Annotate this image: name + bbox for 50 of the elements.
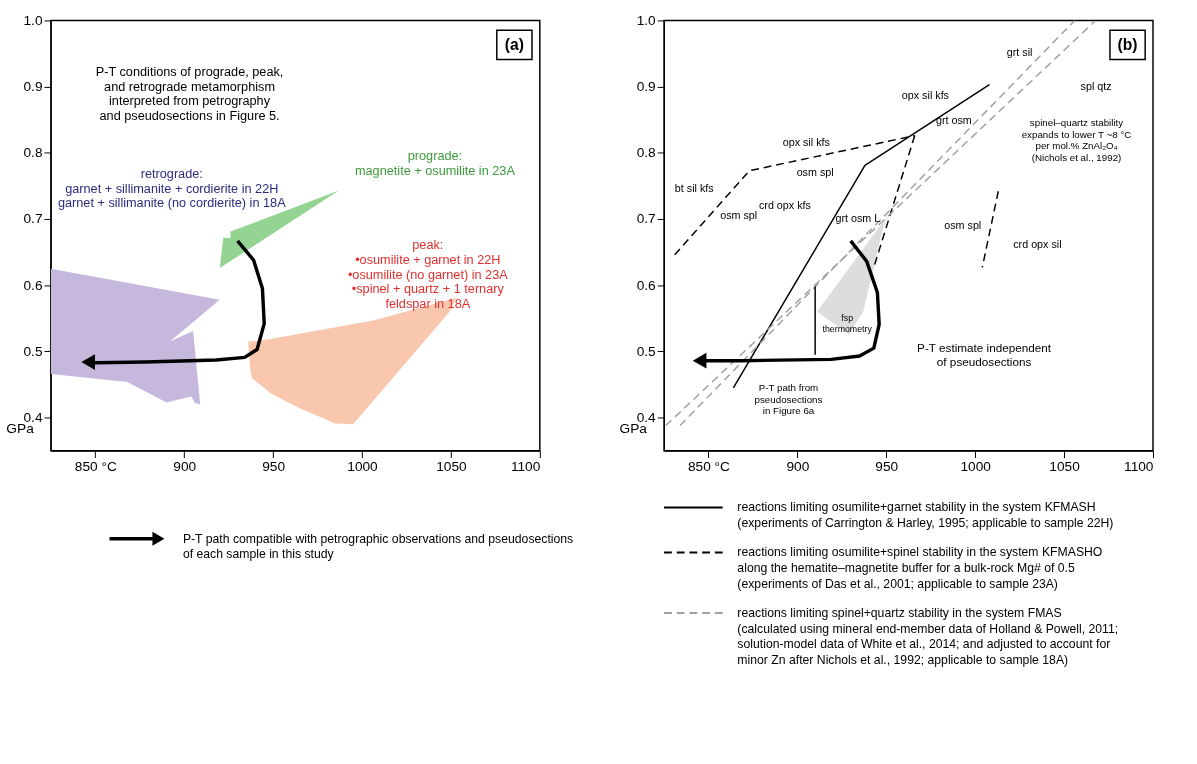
text: (a) <box>504 35 524 53</box>
annotation: crd opx sil <box>1013 238 1062 251</box>
x-tick-label: 850 °C <box>74 458 117 474</box>
annotation: osm spl <box>720 208 758 221</box>
y-tick-label: 1.0 <box>636 12 657 28</box>
y-tick-label: 0.6 <box>636 277 657 293</box>
y-tick-label: 0.5 <box>636 343 657 359</box>
annotation: P-T estimate independent of pseudosections <box>917 341 1052 368</box>
annotation: grt osm <box>935 113 972 126</box>
y-tick-label: 1.0 <box>23 12 43 28</box>
legend-label: reactions limiting osumilite+garnet stability in the system KFMASH (experiments of Carrington & Harley, 1995; applicable to sample 22H) <box>737 500 1114 531</box>
y-tick-label: 0.9 <box>23 79 43 95</box>
y-tick-label: 0.5 <box>23 343 43 359</box>
y-tick-label: 0.8 <box>23 145 43 161</box>
x-tick-label: 1000 <box>347 458 379 474</box>
annotation: spl qtz <box>1080 79 1112 92</box>
x-tick-label: 1100 <box>1124 458 1154 474</box>
legend-label: P-T path compatible with petrographic observations and pseudosections of each sample in this study <box>182 531 574 562</box>
annotation: bt sil kfs <box>674 182 714 195</box>
annotation: opx sil kfs <box>782 135 830 148</box>
annotation: P-T conditions of prograde, peak, and retrograde metamorphism interpreted from petrography and pseudosections in Figure 5. <box>95 63 284 123</box>
annotation: grt sil <box>1006 46 1033 59</box>
x-tick-label: 1000 <box>960 458 992 474</box>
y-tick-label: 0.6 <box>23 277 43 293</box>
legend-label: reactions limiting spinel+quartz stability in the system FMAS (calculated using mineral end-member data of Holland & Powell, 2011; solution-model data of White et al., 2014; and adjusted to account for minor Zn after Nichols et al., 1992; applicable to sample 18A) <box>737 605 1119 667</box>
annotation: prograde: magnetite + osumilite in 23A <box>354 148 516 178</box>
annotation: crd opx kfs <box>758 198 811 211</box>
annotation: fsp thermometry <box>822 313 873 335</box>
y-tick-label: 0.7 <box>23 211 43 227</box>
y-tick-label: 0.9 <box>636 79 656 95</box>
annotation: peak: •osumilite + garnet in 22H •osumilite (no garnet) in 23A •spinel + quartz + 1 ternary feldspar in 18A <box>347 237 509 312</box>
y-tick-label: 0.8 <box>636 145 657 161</box>
x-tick-label: 850 °C <box>687 458 731 474</box>
y-tick-label: 0.7 <box>636 211 656 227</box>
x-tick-label: 900 <box>786 458 810 474</box>
annotation: P-T path from pseudosections in Figure 6a <box>754 381 823 417</box>
x-tick-label: 1050 <box>436 458 468 474</box>
x-tick-label: 1100 <box>510 458 541 474</box>
x-tick-label: 950 <box>262 458 286 474</box>
annotation: grt osm L <box>835 211 881 224</box>
annotation: retrograde: garnet + sillimanite + cordierite in 22H garnet + sillimanite (no cordierite) in 18A <box>57 165 287 211</box>
text: (b) <box>1117 35 1138 53</box>
x-tick-label: 950 <box>875 458 899 474</box>
annotation: opx sil kfs <box>901 89 949 102</box>
x-tick-label: 900 <box>173 458 197 474</box>
annotation: spinel–quartz stability expands to lower T ~8 °C per mol.% ZnAl₂O₄ (Nichols et al., 1992) <box>1021 116 1132 164</box>
annotation: osm spl <box>944 218 982 231</box>
x-tick-label: 1050 <box>1049 458 1081 474</box>
legend-label: reactions limiting osumilite+spinel stability in the system KFMASHO along the hematite–magnetite buffer for a bulk-rock Mg# of 0.5 (experiments of Das et al., 2001; applicable to sample 23A) <box>737 545 1103 591</box>
annotation: osm spl <box>796 165 834 178</box>
